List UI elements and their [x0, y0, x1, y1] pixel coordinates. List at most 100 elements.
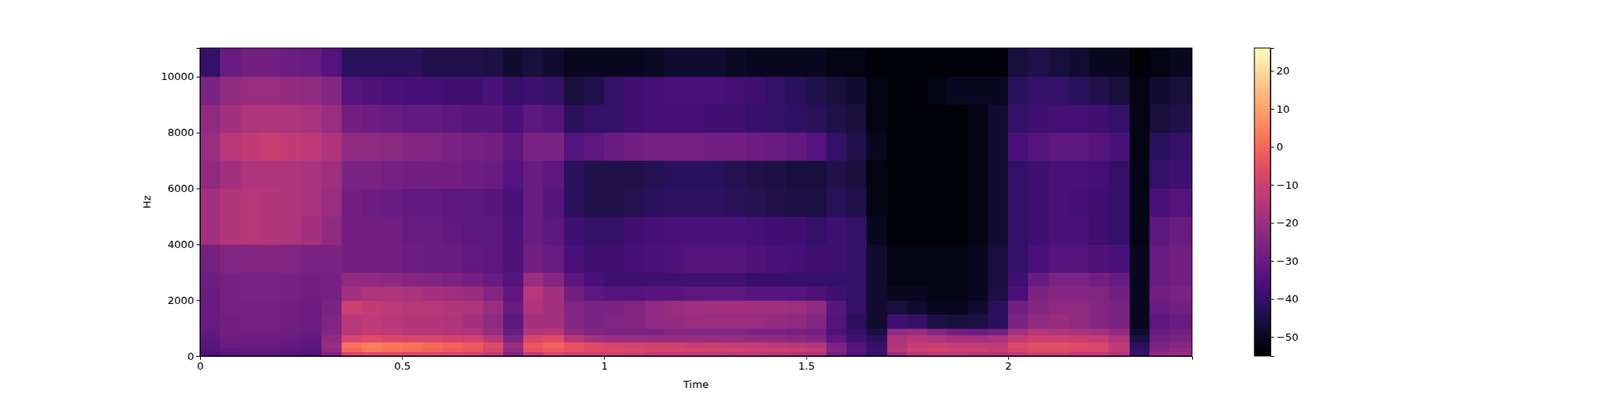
tick-label: −20 [1276, 216, 1299, 229]
cell [644, 160, 666, 189]
cell [321, 314, 343, 329]
cell [927, 76, 948, 105]
cell [240, 132, 262, 161]
tick-mark [196, 300, 201, 301]
cell [765, 48, 787, 77]
cell [1149, 328, 1171, 336]
cell [826, 286, 848, 301]
cell [947, 188, 968, 216]
cell [887, 342, 908, 348]
cell [947, 48, 968, 77]
cell [402, 272, 424, 287]
cell [584, 132, 605, 161]
cell [907, 286, 928, 301]
cell [644, 272, 666, 287]
tick-mark [1270, 299, 1275, 300]
cell [907, 272, 928, 287]
tick-mark [1270, 223, 1275, 224]
cell [361, 286, 383, 301]
cell [907, 328, 928, 336]
cell [745, 244, 767, 272]
cell [543, 104, 564, 133]
cell [361, 352, 383, 356]
cell [462, 132, 484, 161]
cell [765, 314, 787, 329]
cell [1108, 342, 1130, 348]
cell [1108, 300, 1130, 315]
tick: −20 [1270, 216, 1299, 229]
cell [907, 314, 928, 329]
cell [1129, 352, 1151, 356]
cell [240, 335, 262, 343]
cell [664, 328, 686, 336]
cell [523, 160, 544, 189]
cell [644, 244, 666, 272]
cell [361, 335, 383, 343]
cell [200, 352, 221, 356]
tick: 0 [187, 350, 200, 363]
cell [1169, 272, 1192, 287]
cell [341, 272, 363, 287]
cell [1008, 244, 1029, 272]
cell [1149, 272, 1171, 287]
cell [846, 272, 868, 287]
cell [806, 352, 828, 356]
cell [704, 132, 726, 161]
cell [462, 188, 484, 216]
cell [523, 272, 544, 287]
cell [361, 132, 383, 161]
cell [887, 104, 908, 133]
cell [381, 104, 403, 133]
cell [846, 352, 868, 356]
cell [927, 216, 948, 244]
cell [442, 244, 464, 272]
cell [604, 300, 625, 315]
cell [968, 104, 989, 133]
cell [745, 335, 767, 343]
cell [664, 314, 686, 329]
cell [422, 272, 444, 287]
tick-label: −30 [1276, 255, 1299, 268]
cell [564, 314, 585, 329]
cell [664, 352, 686, 356]
cell [462, 348, 484, 353]
cell [1048, 244, 1070, 272]
cell [866, 342, 888, 348]
cell [704, 76, 726, 105]
cell [1088, 76, 1110, 105]
cell [543, 188, 564, 216]
cell [584, 328, 605, 336]
cell [240, 76, 262, 105]
cell [765, 132, 787, 161]
cell [725, 272, 747, 287]
cell [684, 286, 706, 301]
cell [1028, 132, 1049, 161]
cell [887, 314, 908, 329]
cell [220, 244, 241, 272]
tick: −40 [1270, 292, 1299, 305]
cell [684, 160, 706, 189]
axis-line [196, 48, 201, 357]
cell [765, 286, 787, 301]
tick-mark [1270, 260, 1275, 262]
cell [321, 286, 343, 301]
cell [462, 160, 484, 189]
cell [704, 104, 726, 133]
cell [422, 76, 444, 105]
cell [200, 132, 221, 161]
tick-mark [196, 356, 201, 357]
cell [664, 272, 686, 287]
cell [381, 160, 403, 189]
cell [1149, 48, 1171, 77]
cell [927, 286, 948, 301]
cell [644, 300, 666, 315]
cell [1169, 300, 1192, 315]
cell [725, 352, 747, 356]
cell [381, 335, 403, 343]
cell [1149, 76, 1171, 105]
cell [483, 328, 504, 336]
cell [927, 104, 948, 133]
cell [200, 328, 221, 336]
cell [483, 216, 504, 244]
cell [260, 286, 282, 301]
